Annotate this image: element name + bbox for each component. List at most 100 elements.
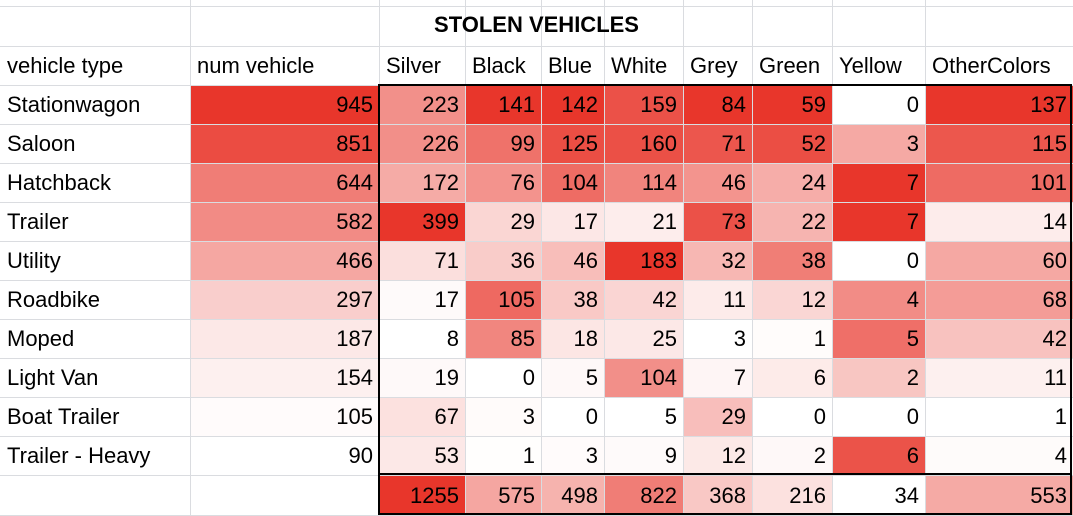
data-cell[interactable]: 5	[542, 359, 604, 397]
data-cell[interactable]: 7	[684, 359, 752, 397]
vehicle-type-cell[interactable]: Trailer	[7, 209, 69, 234]
data-cell[interactable]: 104	[605, 359, 683, 397]
data-cell[interactable]: 644	[191, 164, 379, 202]
total-cell[interactable]: 498	[542, 476, 604, 515]
data-cell[interactable]: 3	[466, 398, 541, 436]
data-cell[interactable]: 7	[833, 203, 925, 241]
data-cell[interactable]: 226	[380, 125, 465, 163]
data-cell[interactable]: 105	[466, 281, 541, 319]
data-cell[interactable]: 4	[926, 437, 1073, 475]
data-cell[interactable]: 14	[926, 203, 1073, 241]
data-cell[interactable]: 68	[926, 281, 1073, 319]
data-cell[interactable]: 399	[380, 203, 465, 241]
data-cell[interactable]: 21	[605, 203, 683, 241]
data-cell[interactable]: 945	[191, 86, 379, 124]
data-cell[interactable]: 0	[466, 359, 541, 397]
data-cell[interactable]: 46	[684, 164, 752, 202]
data-cell[interactable]: 2	[753, 437, 832, 475]
data-cell[interactable]: 125	[542, 125, 604, 163]
vehicle-type-cell[interactable]: Trailer - Heavy	[7, 443, 151, 468]
vehicle-type-cell[interactable]: Light Van	[7, 365, 99, 390]
data-cell[interactable]: 3	[684, 320, 752, 358]
data-cell[interactable]: 90	[191, 437, 379, 475]
header-cell[interactable]: num vehicle	[197, 53, 315, 78]
data-cell[interactable]: 36	[466, 242, 541, 280]
header-cell[interactable]: Black	[472, 53, 526, 78]
header-cell[interactable]: White	[611, 53, 668, 78]
vehicle-type-cell[interactable]: Hatchback	[7, 170, 111, 195]
total-cell[interactable]: 216	[753, 476, 832, 515]
data-cell[interactable]: 141	[466, 86, 541, 124]
data-cell[interactable]: 53	[380, 437, 465, 475]
data-cell[interactable]: 5	[833, 320, 925, 358]
data-cell[interactable]: 137	[926, 86, 1073, 124]
data-cell[interactable]: 0	[753, 398, 832, 436]
data-cell[interactable]: 183	[605, 242, 683, 280]
data-cell[interactable]: 0	[833, 398, 925, 436]
total-cell[interactable]: 553	[926, 476, 1073, 515]
vehicle-type-cell[interactable]: Stationwagon	[7, 92, 141, 117]
data-cell[interactable]: 11	[926, 359, 1073, 397]
data-cell[interactable]: 8	[380, 320, 465, 358]
data-cell[interactable]: 3	[542, 437, 604, 475]
vehicle-type-cell[interactable]: Roadbike	[7, 287, 100, 312]
data-cell[interactable]: 46	[542, 242, 604, 280]
data-cell[interactable]: 29	[684, 398, 752, 436]
data-cell[interactable]: 0	[833, 242, 925, 280]
data-cell[interactable]: 1	[466, 437, 541, 475]
data-cell[interactable]: 38	[542, 281, 604, 319]
data-cell[interactable]: 18	[542, 320, 604, 358]
data-cell[interactable]: 29	[466, 203, 541, 241]
data-cell[interactable]: 84	[684, 86, 752, 124]
vehicle-type-cell[interactable]: Utility	[7, 248, 61, 273]
data-cell[interactable]: 466	[191, 242, 379, 280]
data-cell[interactable]: 160	[605, 125, 683, 163]
data-cell[interactable]: 11	[684, 281, 752, 319]
data-cell[interactable]: 22	[753, 203, 832, 241]
vehicle-type-cell[interactable]: Moped	[7, 326, 75, 351]
data-cell[interactable]: 19	[380, 359, 465, 397]
data-cell[interactable]: 3	[833, 125, 925, 163]
data-cell[interactable]: 142	[542, 86, 604, 124]
data-cell[interactable]: 0	[542, 398, 604, 436]
data-cell[interactable]: 24	[753, 164, 832, 202]
header-cell[interactable]: Green	[759, 53, 821, 78]
total-cell[interactable]: 368	[684, 476, 752, 515]
data-cell[interactable]: 12	[753, 281, 832, 319]
data-cell[interactable]: 17	[380, 281, 465, 319]
total-cell[interactable]: 822	[605, 476, 683, 515]
data-cell[interactable]: 5	[605, 398, 683, 436]
data-cell[interactable]: 6	[753, 359, 832, 397]
vehicle-type-cell[interactable]: Saloon	[7, 131, 76, 156]
data-cell[interactable]: 73	[684, 203, 752, 241]
data-cell[interactable]: 52	[753, 125, 832, 163]
total-cell[interactable]	[191, 476, 379, 515]
header-cell[interactable]: Silver	[386, 53, 442, 78]
data-cell[interactable]: 17	[542, 203, 604, 241]
data-cell[interactable]: 7	[833, 164, 925, 202]
data-cell[interactable]: 12	[684, 437, 752, 475]
data-cell[interactable]: 0	[833, 86, 925, 124]
data-cell[interactable]: 154	[191, 359, 379, 397]
data-cell[interactable]: 1	[753, 320, 832, 358]
data-cell[interactable]: 101	[926, 164, 1073, 202]
vehicle-type-cell[interactable]: Boat Trailer	[7, 404, 120, 429]
data-cell[interactable]: 187	[191, 320, 379, 358]
data-cell[interactable]: 104	[542, 164, 604, 202]
data-cell[interactable]: 38	[753, 242, 832, 280]
header-cell[interactable]: Grey	[690, 53, 738, 78]
data-cell[interactable]: 851	[191, 125, 379, 163]
data-cell[interactable]: 159	[605, 86, 683, 124]
data-cell[interactable]: 9	[605, 437, 683, 475]
data-cell[interactable]: 76	[466, 164, 541, 202]
data-cell[interactable]: 85	[466, 320, 541, 358]
data-cell[interactable]: 582	[191, 203, 379, 241]
data-cell[interactable]: 59	[753, 86, 832, 124]
data-cell[interactable]: 115	[926, 125, 1073, 163]
data-cell[interactable]: 99	[466, 125, 541, 163]
data-cell[interactable]: 32	[684, 242, 752, 280]
total-cell[interactable]: 1255	[380, 476, 465, 515]
header-cell[interactable]: OtherColors	[932, 53, 1051, 78]
data-cell[interactable]: 60	[926, 242, 1073, 280]
data-cell[interactable]: 67	[380, 398, 465, 436]
